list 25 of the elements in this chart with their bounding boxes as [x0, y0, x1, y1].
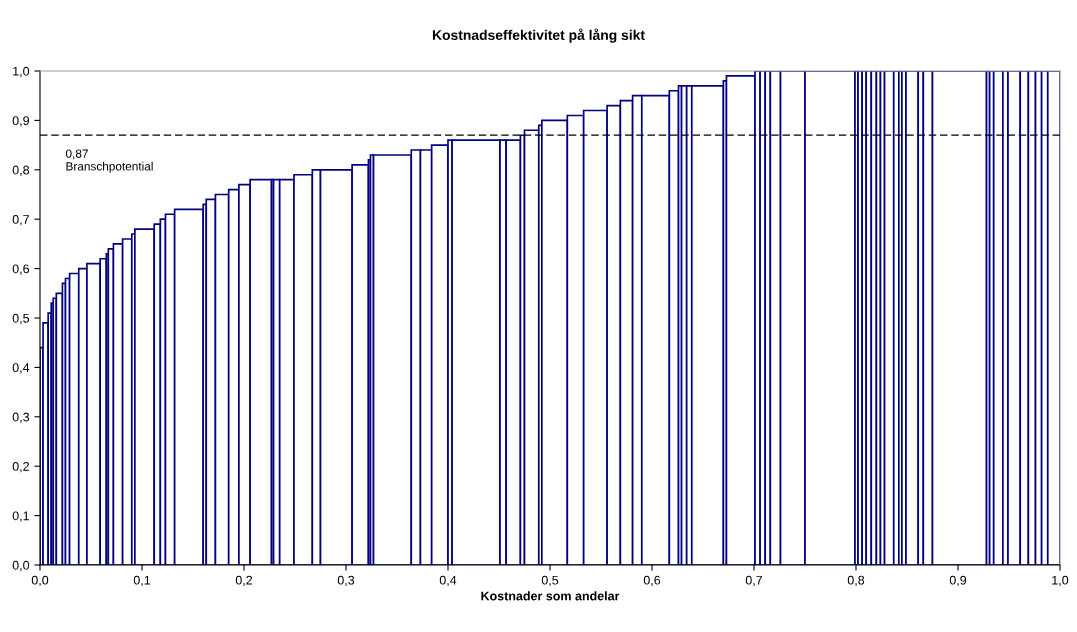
- y-tick-label: 0,0: [12, 560, 30, 572]
- y-tick-label: 0,5: [12, 313, 30, 325]
- y-tick-label: 0,7: [12, 215, 29, 226]
- y-tick-label: 0,4: [12, 363, 30, 374]
- x-tick-label: 0,7: [745, 575, 763, 587]
- y-tick-label: 0,6: [12, 264, 30, 275]
- x-tick-label: 0,1: [133, 575, 151, 587]
- y-tick-label: 1,0: [13, 66, 30, 78]
- y-tick-label: 0,8: [12, 165, 30, 176]
- x-tick-label: 0,9: [949, 575, 967, 587]
- chart-title: Kostnadseffektivitet på lång sikt: [432, 28, 645, 43]
- x-tick-label: 0,6: [643, 575, 661, 587]
- x-tick-label: 0,5: [541, 575, 559, 587]
- y-tick-label: 0,2: [12, 462, 29, 473]
- x-tick-label: 0,3: [337, 575, 355, 587]
- y-tick-label: 0,3: [12, 412, 30, 423]
- x-tick-label: 0,2: [235, 575, 253, 587]
- x-tick-label: 0,8: [847, 575, 865, 587]
- x-tick-label: 0,0: [31, 575, 49, 587]
- ref-line-label: 0,87 Branschpotential: [65, 149, 153, 173]
- x-axis-title: Kostnader som andelar: [481, 591, 620, 601]
- y-tick-label: 0,1: [12, 511, 29, 522]
- x-tick-label: 0,4: [439, 575, 457, 587]
- y-tick-label: 0,9: [12, 116, 29, 127]
- x-tick-label: 1,0: [1052, 575, 1069, 587]
